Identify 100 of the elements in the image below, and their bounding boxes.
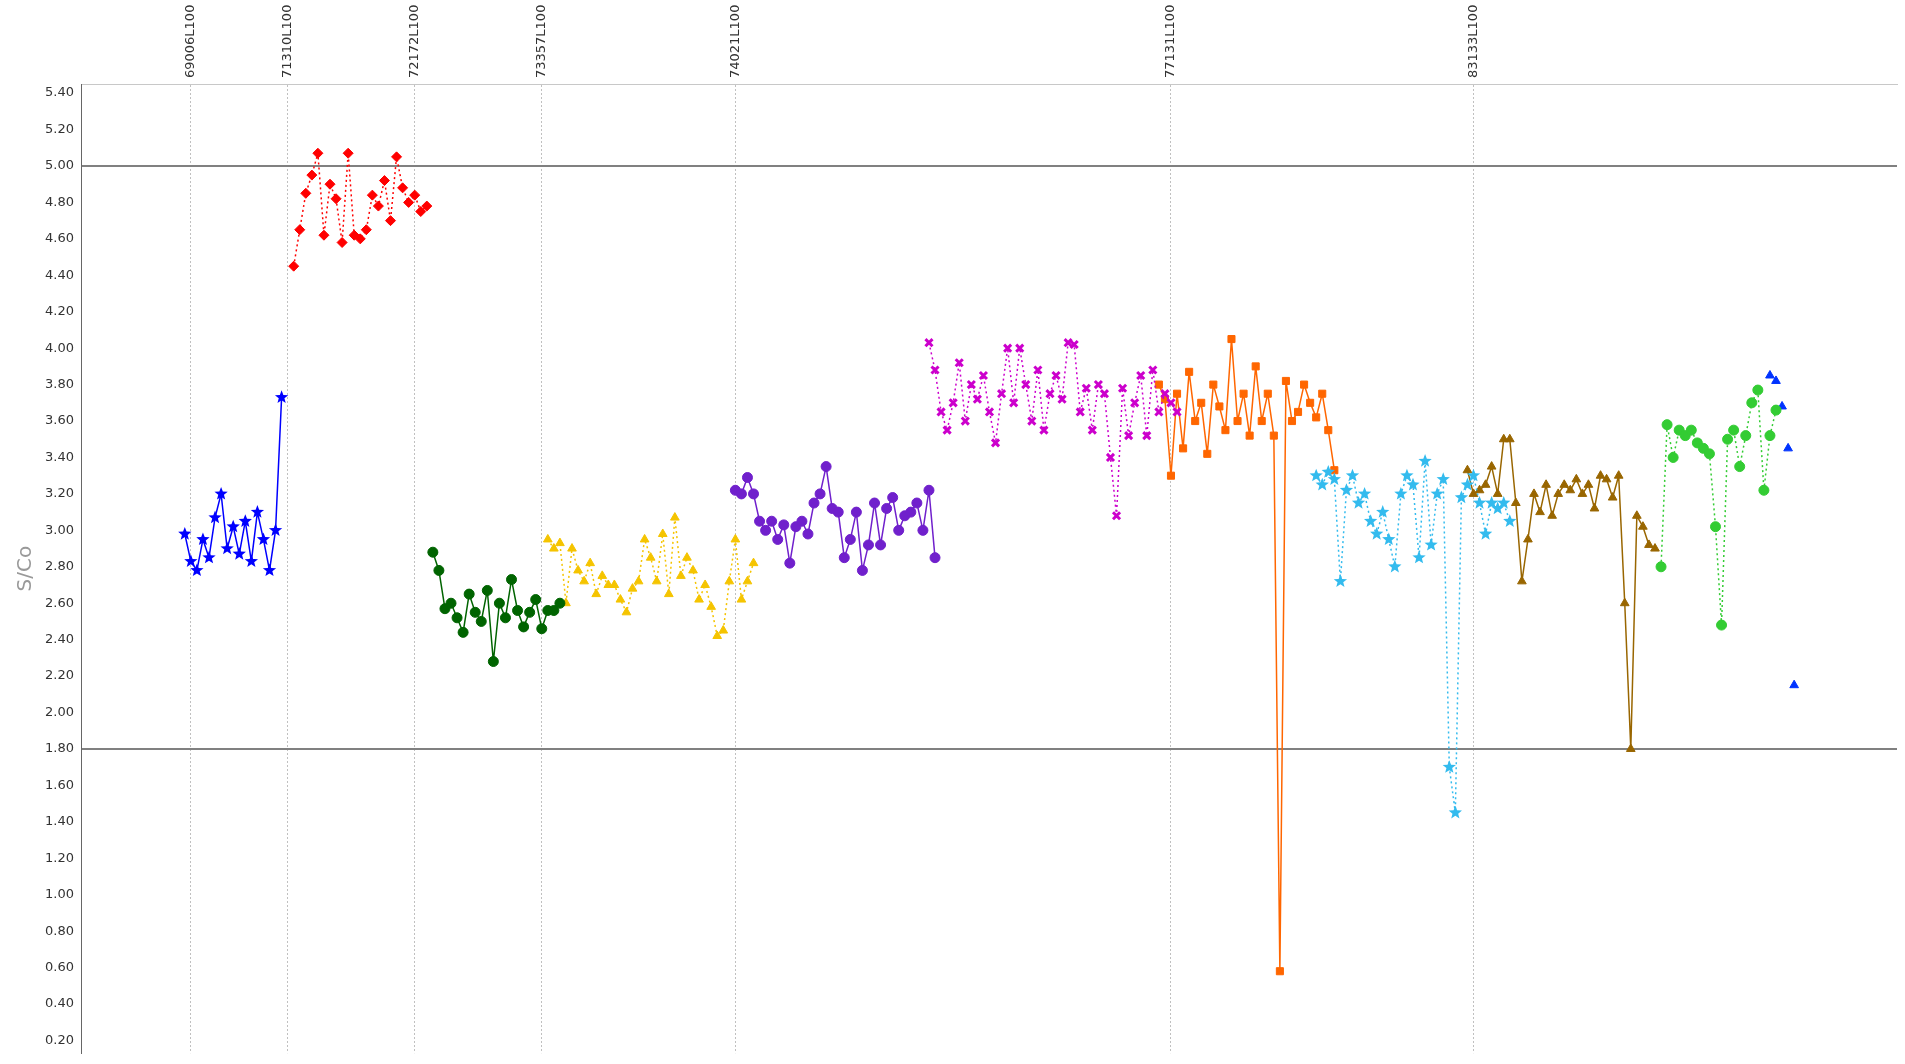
point: [1251, 362, 1260, 371]
point: [663, 588, 674, 598]
point: [1306, 398, 1315, 407]
point: [772, 533, 784, 545]
point: [1625, 743, 1636, 752]
point: [1497, 496, 1511, 509]
y-tick-label: 4.20: [44, 303, 74, 319]
point: [1141, 430, 1152, 441]
point: [1486, 461, 1497, 470]
y-tick-label: 5.20: [44, 120, 74, 136]
point: [736, 594, 747, 603]
y-tick-label: 0.80: [44, 922, 74, 938]
point: [700, 579, 710, 588]
point: [1179, 444, 1188, 453]
point: [856, 564, 868, 576]
point: [1123, 430, 1134, 441]
y-tick-label: 3.60: [44, 412, 74, 428]
point: [1703, 448, 1715, 460]
point: [226, 519, 240, 533]
point: [542, 533, 553, 543]
point: [1577, 488, 1588, 497]
point: [372, 200, 384, 212]
point: [1758, 484, 1770, 496]
point: [1117, 383, 1128, 394]
point: [718, 625, 729, 634]
point: [512, 605, 524, 616]
point: [190, 563, 204, 577]
point: [1661, 419, 1673, 431]
point: [1523, 533, 1533, 543]
point: [463, 588, 475, 600]
point: [1478, 526, 1493, 540]
point: [1746, 397, 1758, 409]
point: [1087, 425, 1098, 436]
y-tick-label: 5.40: [44, 84, 74, 100]
y-tick-label: 5.00: [44, 157, 74, 173]
x-tick-label: 74021L100: [726, 4, 742, 78]
point: [220, 541, 234, 555]
point: [1424, 537, 1438, 551]
point: [893, 524, 905, 536]
point: [397, 182, 409, 194]
y-tick-label: 0.40: [44, 995, 74, 1011]
point: [742, 575, 753, 585]
y-axis-title: S/Co: [12, 545, 37, 592]
point: [300, 187, 312, 199]
point: [1215, 402, 1224, 411]
point: [1191, 417, 1200, 426]
point: [1281, 376, 1290, 385]
point: [1764, 430, 1776, 442]
point: [1171, 406, 1183, 417]
point: [844, 533, 856, 545]
point: [1474, 484, 1485, 494]
point: [917, 524, 929, 536]
point: [1454, 490, 1469, 504]
point: [1601, 473, 1612, 483]
point: [1339, 483, 1354, 496]
point: [670, 512, 680, 521]
point: [1370, 526, 1384, 540]
point: [850, 506, 862, 518]
point: [1430, 486, 1444, 500]
point: [1535, 506, 1545, 516]
point: [536, 623, 548, 635]
point: [1075, 406, 1086, 417]
point: [196, 532, 210, 546]
point: [820, 461, 832, 473]
point: [1492, 488, 1503, 497]
point: [688, 564, 698, 574]
point: [1057, 394, 1068, 405]
point: [1269, 431, 1278, 440]
point: [929, 364, 941, 376]
point: [936, 406, 947, 417]
y-tick-label: 2.60: [44, 594, 74, 610]
point: [208, 510, 222, 524]
point: [1327, 472, 1341, 485]
x-tick-label: 72172L100: [406, 4, 422, 78]
point: [1099, 388, 1110, 399]
point: [1257, 417, 1266, 426]
point: [1547, 510, 1557, 519]
point: [1363, 514, 1378, 527]
point: [1324, 426, 1333, 435]
point: [415, 206, 427, 218]
point: [1382, 532, 1396, 546]
y-tick-label: 4.40: [44, 266, 74, 282]
point: [1650, 543, 1660, 552]
point: [1771, 375, 1781, 384]
point: [942, 425, 953, 436]
point: [202, 550, 216, 564]
point: [1221, 426, 1230, 435]
point: [748, 557, 759, 567]
y-tick-label: 4.80: [44, 193, 74, 209]
point: [1511, 497, 1521, 507]
point: [1770, 404, 1782, 416]
y-tick-label: 3.20: [44, 485, 74, 501]
point: [1685, 424, 1697, 436]
point: [1553, 488, 1564, 497]
point: [1472, 496, 1487, 509]
point: [506, 574, 518, 586]
point: [214, 486, 228, 500]
point: [1166, 471, 1176, 480]
point: [554, 597, 566, 609]
y-tick-label: 3.40: [44, 448, 74, 464]
